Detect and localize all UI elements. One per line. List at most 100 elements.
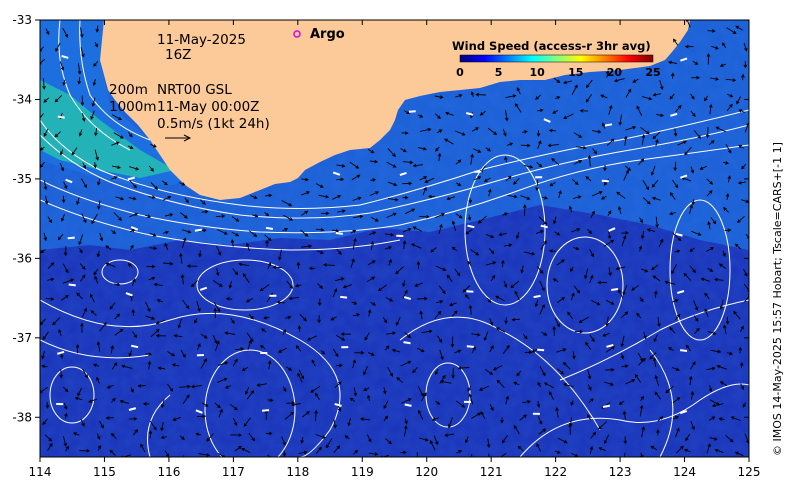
current-arrow-head (198, 253, 202, 258)
current-arrow (44, 434, 52, 442)
wind-dash (265, 226, 274, 230)
current-arrow-head (727, 149, 732, 154)
current-arrow-head (187, 229, 192, 234)
current-arrow-head (404, 420, 408, 425)
current-arrow-head (676, 313, 681, 318)
current-arrow (273, 266, 283, 269)
current-arrow-head (548, 249, 553, 253)
current-arrow-head (644, 269, 649, 273)
current-arrow-head (60, 66, 65, 71)
current-arrow-head (43, 186, 48, 191)
current-arrow-head (218, 283, 223, 287)
current-arrow (386, 332, 396, 335)
current-arrow (99, 322, 107, 332)
current-arrow (54, 94, 63, 103)
current-arrow (415, 282, 423, 287)
current-arrow-head (160, 404, 165, 409)
current-arrow-head (694, 318, 699, 322)
current-arrow (438, 285, 446, 294)
current-arrow (505, 396, 509, 405)
current-arrow-head (64, 412, 68, 417)
current-arrow-head (620, 343, 625, 348)
current-arrow-head (48, 219, 53, 224)
current-arrow (536, 161, 542, 168)
current-arrow-head (177, 324, 182, 329)
current-arrow-head (480, 411, 484, 415)
current-arrow (42, 331, 49, 340)
current-arrow (452, 221, 457, 232)
current-arrow (586, 94, 592, 103)
current-arrow (113, 212, 122, 221)
current-arrow-head (725, 192, 730, 197)
current-arrow (537, 140, 542, 149)
current-arrow (571, 178, 579, 185)
current-arrow-head (153, 426, 157, 431)
current-arrow-head (659, 416, 664, 420)
current-arrow-head (539, 270, 544, 274)
current-arrow (707, 330, 716, 335)
current-arrow-head (364, 336, 368, 341)
current-arrow (625, 379, 635, 385)
current-arrow (694, 328, 700, 334)
current-arrow-head (652, 357, 657, 362)
current-arrow (158, 367, 166, 370)
current-arrow (383, 400, 389, 409)
current-arrow (505, 176, 512, 182)
current-arrow-head (352, 229, 357, 234)
current-arrow (677, 140, 687, 146)
current-arrow-head (711, 29, 716, 33)
current-arrow (535, 94, 542, 100)
current-arrow-head (416, 260, 421, 265)
current-arrow-head (272, 458, 275, 461)
current-arrow (352, 313, 360, 317)
x-tick-label: 124 (673, 465, 696, 479)
current-arrow-head (589, 445, 594, 450)
current-arrow-head (556, 323, 560, 328)
wind-dash (399, 171, 407, 176)
current-arrow (114, 329, 124, 336)
current-arrow-head (585, 84, 590, 89)
current-arrow (42, 418, 48, 425)
current-arrow (727, 176, 731, 183)
current-arrow-head (197, 308, 201, 313)
current-arrow-head (133, 334, 137, 339)
current-arrow (473, 176, 481, 181)
current-arrow-head (651, 196, 656, 201)
current-arrow-head (692, 269, 696, 274)
current-arrow-head (654, 290, 658, 295)
wind-dash (262, 409, 270, 412)
legend-tick-label: 5 (495, 66, 503, 79)
current-arrow (572, 246, 579, 250)
current-arrow (435, 369, 439, 375)
current-arrow (458, 367, 470, 369)
current-arrow (636, 106, 643, 116)
current-arrow (651, 264, 659, 270)
current-arrow (553, 216, 557, 224)
current-arrow (40, 318, 47, 325)
current-arrow-head (251, 437, 255, 442)
current-arrow (473, 148, 481, 153)
current-arrow (403, 425, 407, 437)
current-arrow-head (490, 234, 495, 239)
current-arrow (571, 85, 578, 96)
current-arrow-head (475, 127, 479, 131)
current-arrow-head (83, 219, 87, 224)
current-arrow (438, 153, 441, 162)
current-arrow-head (335, 228, 340, 233)
current-arrow (310, 385, 321, 393)
current-arrow-head (503, 283, 508, 288)
current-arrow-head (403, 450, 407, 455)
legend-title: Wind Speed (access-r 3hr avg) (452, 39, 651, 53)
current-arrow-head (669, 211, 674, 216)
current-arrow-head (436, 401, 441, 405)
current-arrow (675, 314, 681, 321)
current-arrow (544, 382, 555, 389)
current-arrow-head (610, 367, 615, 372)
current-arrow-head (392, 164, 397, 168)
current-arrow (315, 228, 324, 231)
current-arrow-head (395, 322, 400, 326)
current-arrow-head (489, 371, 494, 375)
current-arrow-head (650, 171, 655, 176)
current-arrow (602, 332, 610, 337)
current-arrow-head (83, 307, 87, 312)
